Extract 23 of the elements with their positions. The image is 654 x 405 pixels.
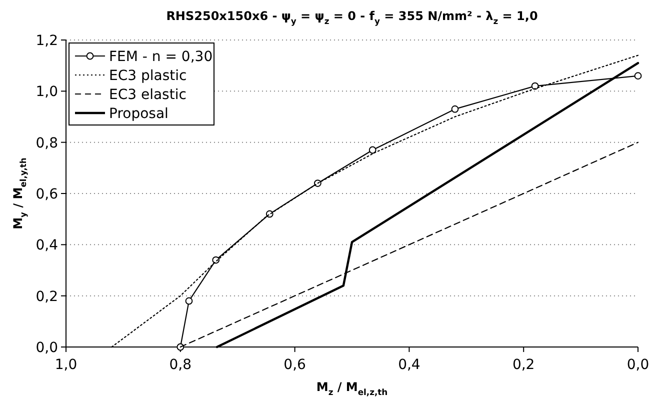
- point: [185, 297, 193, 305]
- chart-title: RHS250x150x6 - ψ$_{y}$ = ψ$_{z}$ = 0 - f$_{y}$ = 355 N/mm² - λ$_{z}$ = 1,0: [166, 9, 538, 26]
- legend-label: EC3 elastic: [109, 87, 186, 103]
- y-tick-label: 0,6: [36, 186, 58, 202]
- y-tick-label: 0,0: [36, 340, 58, 356]
- y-tick-label: 1,2: [36, 33, 58, 49]
- x-axis-title: M$_{z}$ / M$_{el,z,th}$: [316, 380, 388, 397]
- y-tick-label: 1,0: [36, 84, 58, 100]
- y-tick-label: 0,2: [36, 288, 58, 305]
- legend-label: FEM - n = 0,30: [109, 49, 213, 65]
- point: [634, 72, 642, 80]
- legend-label: Proposal: [109, 106, 168, 122]
- point: [368, 146, 376, 154]
- legend-label: EC3 plastic: [109, 68, 187, 84]
- y-tick-label: 0,8: [36, 135, 58, 152]
- x-tick-label: 0,0: [626, 357, 650, 373]
- x-tick-label: 0,6: [284, 357, 306, 373]
- x-tick-label: 1,0: [54, 357, 78, 373]
- x-tick-label: 0,2: [512, 357, 535, 373]
- x-tick-label: 0,8: [169, 357, 192, 373]
- x-tick-label: 0,4: [398, 357, 420, 373]
- y-tick-label: 0,4: [36, 238, 58, 254]
- point: [451, 105, 459, 113]
